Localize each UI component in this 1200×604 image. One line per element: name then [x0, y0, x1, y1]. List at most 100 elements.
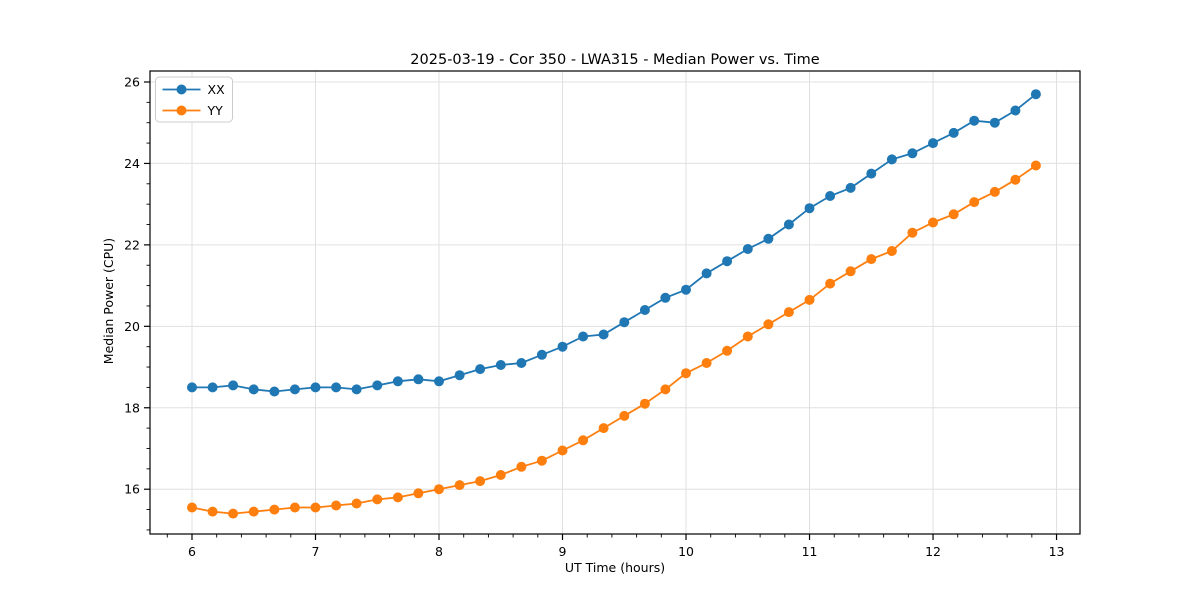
series-XX-point	[248, 384, 259, 395]
series-YY-point	[413, 488, 424, 499]
series-YY-point	[454, 480, 465, 491]
series-XX-point	[392, 376, 403, 387]
series-XX-point	[434, 376, 444, 387]
series-YY-point	[351, 498, 362, 509]
series-YY-point	[681, 368, 691, 379]
series-YY-point	[866, 254, 877, 265]
y-tick-label: 24	[124, 156, 140, 171]
series-XX-point	[639, 305, 650, 315]
legend-label-YY: YY	[207, 103, 224, 118]
series-YY-point	[804, 294, 815, 305]
series-YY-point	[825, 278, 836, 289]
x-axis-label: UT Time (hours)	[565, 560, 665, 575]
y-tick-label: 26	[124, 74, 140, 89]
series-YY-point	[928, 217, 938, 228]
series-YY-point	[372, 494, 383, 505]
y-tick-label: 18	[124, 400, 140, 415]
series-YY-point	[989, 186, 1000, 197]
series-YY-point	[516, 461, 527, 472]
series-YY-point	[907, 227, 918, 238]
chart-title: 2025-03-19 - Cor 350 - LWA315 - Median P…	[410, 52, 819, 68]
series-XX-point	[1030, 89, 1041, 100]
legend-marker	[176, 84, 187, 95]
series-XX-point	[619, 317, 630, 328]
series-YY-point	[763, 319, 774, 330]
series-XX-point	[413, 374, 424, 385]
series-XX-point	[969, 115, 980, 126]
series-YY-point	[948, 209, 959, 220]
series-YY-point	[701, 358, 712, 368]
legend-label-XX: XX	[208, 82, 226, 97]
series-XX-point	[989, 117, 1000, 128]
series-XX-point	[331, 382, 342, 393]
series-XX-point	[886, 154, 897, 165]
series-XX-point	[495, 360, 506, 370]
series-XX-point	[557, 341, 568, 352]
series-XX-point	[660, 292, 671, 303]
series-YY-point	[1030, 160, 1041, 171]
series-XX-point	[536, 349, 547, 360]
series-XX-point	[907, 148, 918, 159]
x-tick-label: 11	[802, 544, 818, 559]
series-YY-line	[191, 164, 1037, 515]
series-YY-point	[722, 345, 733, 356]
series-XX-point	[372, 380, 383, 391]
series-YY-point	[289, 502, 300, 513]
y-axis-label: Median Power (CPU)	[101, 238, 116, 364]
series-YY-point	[639, 398, 650, 409]
series-YY-point	[228, 508, 239, 519]
series-XX-point	[701, 268, 712, 279]
series-XX-point	[516, 358, 527, 368]
series-YY-point	[269, 504, 280, 515]
series-XX-point	[269, 386, 280, 397]
series-YY-point	[783, 307, 794, 318]
series-XX-point	[742, 244, 753, 254]
series-YY-point	[1010, 174, 1021, 185]
x-tick-label: 8	[435, 544, 443, 559]
series-YY-point	[187, 502, 197, 513]
series-YY-point	[619, 410, 630, 421]
y-tick-label: 16	[124, 482, 140, 497]
plot-area: 6 7 8 9 10 11 12 13 16 18 20 22 24 26 XX YY	[124, 70, 1081, 559]
series-XX-point	[289, 384, 300, 395]
series-XX-point	[475, 364, 486, 375]
series-XX-point	[763, 233, 774, 244]
series-YY-point	[536, 455, 547, 466]
series-XX-point	[825, 191, 836, 201]
series-XX-point	[681, 284, 691, 295]
series-XX-point	[351, 384, 362, 395]
x-tick-label: 10	[678, 544, 694, 559]
series-XX-point	[866, 168, 877, 179]
y-tick-label: 22	[124, 237, 140, 252]
series-XX-point	[578, 331, 589, 342]
series-XX-point	[948, 127, 959, 138]
series-YY-point	[475, 476, 486, 487]
series-XX-point	[845, 182, 856, 193]
series-YY-point	[310, 502, 321, 513]
series-XX-point	[928, 138, 938, 149]
series-YY-point	[845, 266, 856, 277]
series-YY-point	[331, 500, 342, 511]
x-tick-label: 13	[1049, 544, 1065, 559]
series-XX-point	[310, 382, 321, 393]
series-XX-point	[804, 203, 815, 214]
series-XX-line	[192, 93, 1037, 393]
legend-marker	[176, 105, 187, 116]
series-XX-point	[207, 382, 218, 393]
series-XX-point	[783, 219, 794, 230]
series-YY-point	[660, 384, 671, 395]
series-YY-point	[886, 246, 897, 256]
x-tick-label: 12	[925, 544, 941, 559]
series-XX-point	[187, 382, 197, 393]
series-YY-point	[248, 506, 259, 517]
series-XX-point	[598, 329, 609, 340]
x-tick-label: 7	[312, 544, 320, 559]
series-YY-point	[495, 470, 506, 480]
x-tick-label: 9	[559, 544, 567, 559]
series-YY-point	[392, 492, 403, 503]
series-YY-point	[207, 506, 218, 517]
series-YY-point	[557, 445, 568, 456]
series-YY-point	[578, 435, 589, 446]
